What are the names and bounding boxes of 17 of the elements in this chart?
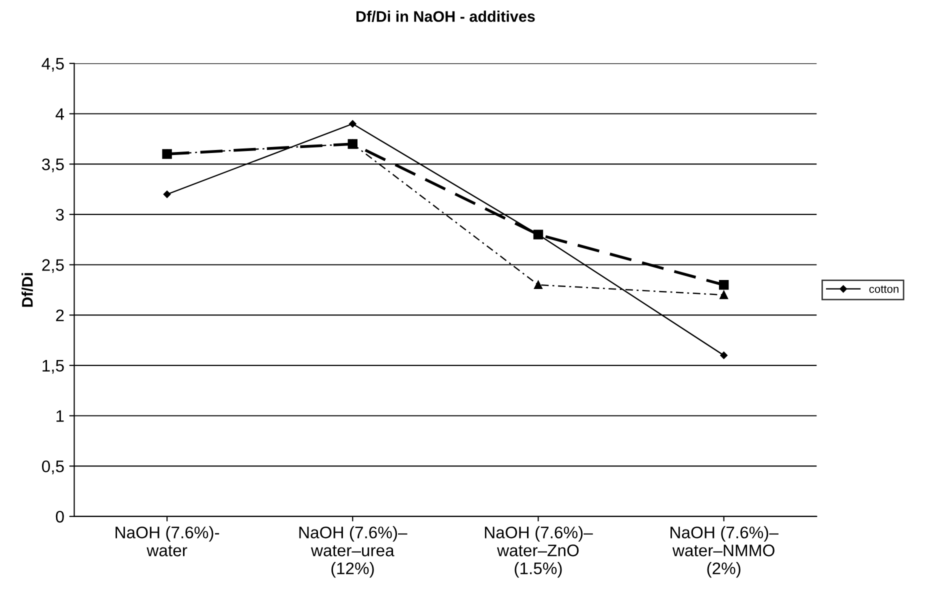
y-tick-label: 2,5 — [42, 259, 64, 273]
chart-title: Df/Di in NaOH - additives — [356, 10, 535, 22]
y-axis-title: Df/Di — [22, 273, 33, 307]
y-tick-label: 3,5 — [42, 158, 64, 172]
y-tick-label: 1,5 — [42, 360, 64, 374]
y-tick-label: 4 — [56, 108, 64, 120]
y-tick-label: 4,5 — [42, 58, 64, 72]
x-tick-label: NaOH (7.6%)– water–urea (12%) — [299, 526, 408, 578]
y-tick-label: 1 — [56, 410, 64, 422]
x-tick-label: NaOH (7.6%)– water–ZnO (1.5%) — [484, 526, 593, 578]
y-tick-label: 3 — [56, 208, 64, 221]
y-tick-label: 0 — [56, 510, 64, 523]
legend-label: cotton — [869, 286, 898, 293]
x-tick-label: NaOH (7.6%)– water–NMMO (2%) — [670, 526, 778, 578]
y-tick-label: 2 — [56, 309, 64, 322]
y-tick-label: 0,5 — [42, 460, 64, 474]
x-tick-label: NaOH (7.6%)- water — [116, 526, 220, 556]
